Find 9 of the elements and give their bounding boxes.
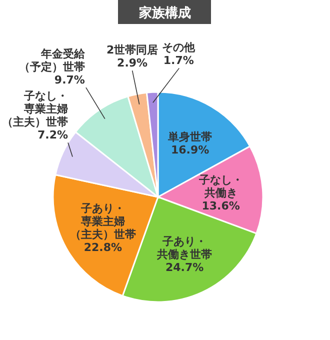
data-label: 1.7%	[163, 54, 194, 68]
title: 家族構成	[139, 6, 191, 21]
slice-label: 子なし・専業主婦（主夫）世帯	[2, 90, 68, 129]
slice-label: その他	[162, 41, 196, 54]
data-label: 7.2%	[37, 128, 68, 142]
data-label: 9.7%	[54, 74, 85, 87]
slice-label: 年金受給（予定）世帯	[18, 48, 86, 74]
data-label: 2.9%	[117, 56, 148, 70]
slice-label: 2世帯同居	[106, 44, 158, 57]
